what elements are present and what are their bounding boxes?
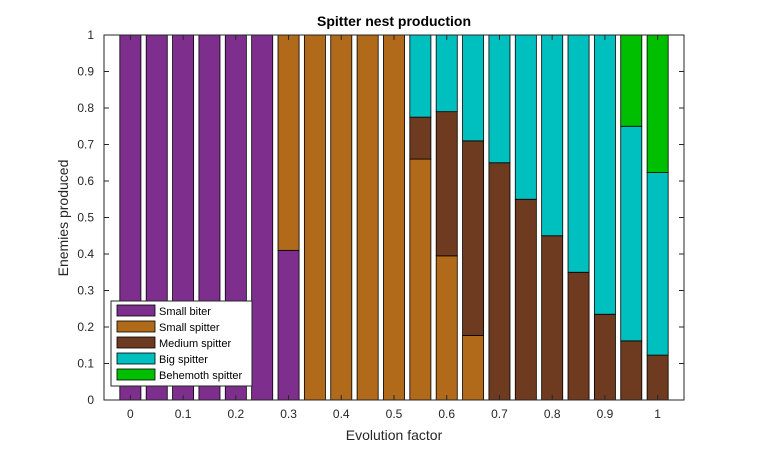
bar-small-spitter-12 xyxy=(435,255,458,401)
bar-behemoth-spitter-20 xyxy=(646,34,669,174)
y-tick-label: 0.7 xyxy=(77,138,94,152)
x-tick-label: 0.5 xyxy=(386,407,403,421)
bar-medium-spitter-15 xyxy=(514,198,537,401)
bar-big-spitter-11 xyxy=(409,34,432,118)
y-tick-label: 0.5 xyxy=(77,211,94,225)
x-axis-label: Evolution factor xyxy=(346,427,443,443)
bar-small-spitter-13 xyxy=(462,334,485,401)
y-tick-label: 0.9 xyxy=(77,65,94,79)
x-tick-label: 0 xyxy=(127,407,134,421)
y-tick-label: 0.3 xyxy=(77,284,94,298)
bar-small-spitter-7 xyxy=(303,34,326,401)
y-axis-ticks: 0 0.1 0.2 0.3 0.4 0.5 0.6 0.7 0.8 0.9 1 xyxy=(77,28,684,407)
y-tick-label: 0.2 xyxy=(77,320,94,334)
bar-small-biter-5 xyxy=(251,34,274,401)
legend-swatch xyxy=(116,336,156,349)
legend: Small biter Small spitter Medium spitter Bi… xyxy=(110,300,253,387)
bar-medium-spitter-16 xyxy=(541,235,564,401)
bar-small-biter-6 xyxy=(277,249,300,401)
bar-small-spitter-8 xyxy=(330,34,353,401)
legend-label: Big spitter xyxy=(159,354,208,366)
bar-big-spitter-14 xyxy=(488,34,511,164)
legend-label: Behemoth spitter xyxy=(159,370,242,382)
y-tick-label: 0.1 xyxy=(77,357,94,371)
bar-small-spitter-9 xyxy=(356,34,379,401)
bar-big-spitter-13 xyxy=(462,34,485,142)
bar-big-spitter-12 xyxy=(435,34,458,113)
bar-big-spitter-19 xyxy=(620,125,643,342)
x-tick-label: 0.3 xyxy=(280,407,297,421)
legend-swatch xyxy=(116,304,156,317)
x-tick-label: 0.2 xyxy=(227,407,244,421)
bar-small-spitter-11 xyxy=(409,158,432,401)
legend-swatch xyxy=(116,320,156,333)
bar-big-spitter-18 xyxy=(593,34,616,315)
x-tick-label: 1 xyxy=(654,407,661,421)
x-tick-label: 0.4 xyxy=(333,407,350,421)
y-tick-label: 1 xyxy=(87,28,94,42)
bar-medium-spitter-17 xyxy=(567,271,590,401)
plot-frame xyxy=(103,34,685,401)
legend-label: Small spitter xyxy=(159,322,220,334)
bar-behemoth-spitter-19 xyxy=(620,34,643,127)
x-tick-label: 0.7 xyxy=(491,407,508,421)
bar-medium-spitter-18 xyxy=(593,313,616,401)
legend-swatch xyxy=(116,368,156,381)
y-tick-label: 0.8 xyxy=(77,101,94,115)
bar-medium-spitter-13 xyxy=(462,140,485,336)
legend-label: Small biter xyxy=(159,306,211,318)
legend-swatch xyxy=(116,352,156,365)
y-tick-label: 0 xyxy=(87,393,94,407)
bar-big-spitter-20 xyxy=(646,172,669,356)
y-tick-label: 0.4 xyxy=(77,247,94,261)
bar-big-spitter-17 xyxy=(567,34,590,273)
legend-label: Medium spitter xyxy=(159,338,231,350)
bar-medium-spitter-11 xyxy=(409,116,432,160)
bar-medium-spitter-19 xyxy=(620,340,643,401)
bar-small-spitter-6 xyxy=(277,34,300,251)
bar-small-spitter-10 xyxy=(383,34,405,401)
chart-title: Spitter nest production xyxy=(317,13,471,29)
x-axis-ticks: 0 0.1 0.2 0.3 0.4 0.5 0.6 0.7 0.8 0.9 1 xyxy=(127,35,661,421)
x-tick-label: 0.8 xyxy=(544,407,561,421)
bar-medium-spitter-12 xyxy=(435,111,458,257)
bar-medium-spitter-20 xyxy=(646,354,669,401)
x-tick-label: 0.9 xyxy=(597,407,614,421)
bar-medium-spitter-14 xyxy=(488,162,511,401)
y-tick-label: 0.6 xyxy=(77,174,94,188)
bar-big-spitter-16 xyxy=(541,34,564,237)
y-axis-label: Enemies produced xyxy=(55,160,71,277)
x-tick-label: 0.1 xyxy=(175,407,192,421)
x-tick-label: 0.6 xyxy=(438,407,455,421)
bar-big-spitter-15 xyxy=(514,34,537,200)
